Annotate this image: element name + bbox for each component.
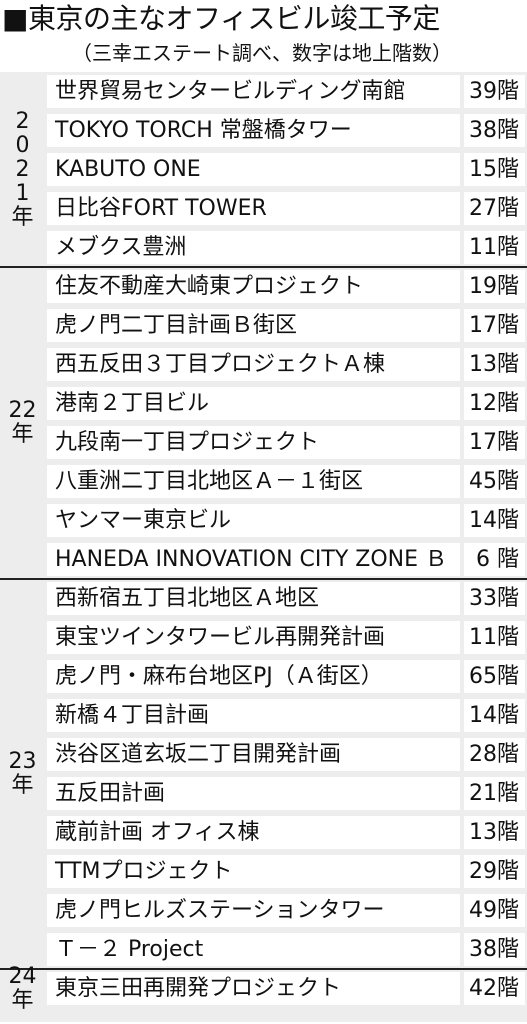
table-row: 虎ノ門ヒルズステーションタワー 49階 xyxy=(45,891,527,930)
building-name: 住友不動産大崎東プロジェクト xyxy=(47,270,460,303)
floor-count: 39階 xyxy=(464,75,525,108)
table-row: 西五反田３丁目プロジェクトＡ棟 13階 xyxy=(45,345,527,384)
floor-count: 19階 xyxy=(464,270,525,303)
table-row: 西新宿五丁目北地区Ａ地区 33階 xyxy=(45,579,527,618)
building-name: 渋谷区道玄坂二丁目開発計画 xyxy=(47,738,460,771)
year-group: 24 年東京三田再開発プロジェクト 42階 xyxy=(0,964,527,1012)
floor-count: 13階 xyxy=(464,348,525,381)
floor-count: 29階 xyxy=(464,855,525,888)
year-label-text: 23 年 xyxy=(8,749,37,798)
table-row: 日比谷FORT TOWER 27階 xyxy=(45,189,527,228)
table-row: KABUTO ONE 15階 xyxy=(45,150,527,189)
building-name: 世界貿易センタービルディング南館 xyxy=(47,75,460,108)
building-name: 五反田計画 xyxy=(47,777,460,810)
building-name: Ｔ－２ Project xyxy=(47,933,460,966)
table-row: 虎ノ門・麻布台地区PJ（Ａ街区） 65階 xyxy=(45,657,527,696)
building-name: 虎ノ門二丁目計画Ｂ街区 xyxy=(47,309,460,342)
building-name: 東宝ツインタワービル再開発計画 xyxy=(47,621,460,654)
table-row: 東京三田再開発プロジェクト 42階 xyxy=(45,969,527,1008)
completion-table: 2 0 2 1 年世界貿易センタービルディング南館 39階 TOKYO TORCH … xyxy=(0,72,527,1022)
table-row: 渋谷区道玄坂二丁目開発計画 28階 xyxy=(45,735,527,774)
floor-count: 6 階 xyxy=(464,543,525,576)
floor-count: 11階 xyxy=(464,231,525,264)
floor-count: 13階 xyxy=(464,816,525,849)
page-title: ■東京の主なオフィスビル竣工予定 xyxy=(2,2,440,35)
year-label: 2 0 2 1 年 xyxy=(0,72,45,267)
building-name: 新橋４丁目計画 xyxy=(47,699,460,732)
year-label-text: 2 0 2 1 年 xyxy=(11,108,34,230)
floor-count: 42階 xyxy=(464,972,525,1005)
floor-count: 33階 xyxy=(464,582,525,615)
building-name: TTMプロジェクト xyxy=(47,855,460,888)
year-label-text: 22 年 xyxy=(8,398,37,447)
table-row: TOKYO TORCH 常盤橋タワー 38階 xyxy=(45,111,527,150)
table-row: 蔵前計画 オフィス棟 13階 xyxy=(45,813,527,852)
year-label: 22 年 xyxy=(0,267,45,579)
table-row: ヤンマー東京ビル 14階 xyxy=(45,501,527,540)
building-name: 西新宿五丁目北地区Ａ地区 xyxy=(47,582,460,615)
year-group: 22 年住友不動産大崎東プロジェクト 19階 虎ノ門二丁目計画Ｂ街区 17階 西五反田３… xyxy=(0,267,527,579)
group-separator xyxy=(0,578,527,580)
year-group: 2 0 2 1 年世界貿易センタービルディング南館 39階 TOKYO TORCH … xyxy=(0,72,527,267)
floor-count: 17階 xyxy=(464,426,525,459)
table-row: 東宝ツインタワービル再開発計画 11階 xyxy=(45,618,527,657)
table-row: 世界貿易センタービルディング南館 39階 xyxy=(45,72,527,111)
building-name: 蔵前計画 オフィス棟 xyxy=(47,816,460,849)
floor-count: 38階 xyxy=(464,933,525,966)
table-row: 港南２丁目ビル 12階 xyxy=(45,384,527,423)
floor-count: 27階 xyxy=(464,192,525,225)
floor-count: 28階 xyxy=(464,738,525,771)
floor-count: 21階 xyxy=(464,777,525,810)
building-name: TOKYO TORCH 常盤橋タワー xyxy=(47,114,460,147)
group-separator xyxy=(0,266,527,268)
year-label: 23 年 xyxy=(0,579,45,969)
building-name: KABUTO ONE xyxy=(47,153,460,186)
building-name: メブクス豊洲 xyxy=(47,231,460,264)
table-row: 住友不動産大崎東プロジェクト 19階 xyxy=(45,267,527,306)
floor-count: 45階 xyxy=(464,465,525,498)
building-name: 日比谷FORT TOWER xyxy=(47,192,460,225)
building-name: 虎ノ門・麻布台地区PJ（Ａ街区） xyxy=(47,660,460,693)
building-name: 九段南一丁目プロジェクト xyxy=(47,426,460,459)
floor-count: 38階 xyxy=(464,114,525,147)
table-row: TTMプロジェクト 29階 xyxy=(45,852,527,891)
building-name: HANEDA INNOVATION CITY ZONE Ｂ xyxy=(47,543,460,576)
floor-count: 14階 xyxy=(464,504,525,537)
table-row: メブクス豊洲 11階 xyxy=(45,228,527,267)
building-name: 西五反田３丁目プロジェクトＡ棟 xyxy=(47,348,460,381)
table-row: 虎ノ門二丁目計画Ｂ街区 17階 xyxy=(45,306,527,345)
floor-count: 15階 xyxy=(464,153,525,186)
table-row: 八重洲二丁目北地区Ａ－１街区 45階 xyxy=(45,462,527,501)
floor-count: 12階 xyxy=(464,387,525,420)
group-separator xyxy=(0,968,527,970)
year-group: 23 年西新宿五丁目北地区Ａ地区 33階 東宝ツインタワービル再開発計画 11階 虎ノ門… xyxy=(0,579,527,969)
building-name: ヤンマー東京ビル xyxy=(47,504,460,537)
building-name: 八重洲二丁目北地区Ａ－１街区 xyxy=(47,465,460,498)
floor-count: 17階 xyxy=(464,309,525,342)
building-name: 港南２丁目ビル xyxy=(47,387,460,420)
building-name: 東京三田再開発プロジェクト xyxy=(47,972,460,1005)
year-label-text: 24 年 xyxy=(8,963,37,1013)
floor-count: 49階 xyxy=(464,894,525,927)
floor-count: 11階 xyxy=(464,621,525,654)
table-row: 九段南一丁目プロジェクト 17階 xyxy=(45,423,527,462)
floor-count: 14階 xyxy=(464,699,525,732)
table-row: 新橋４丁目計画 14階 xyxy=(45,696,527,735)
building-name: 虎ノ門ヒルズステーションタワー xyxy=(47,894,460,927)
table-row: Ｔ－２ Project 38階 xyxy=(45,930,527,969)
page-subtitle: （三幸エステート調べ、数字は地上階数） xyxy=(72,41,452,65)
table-row: 五反田計画 21階 xyxy=(45,774,527,813)
year-label: 24 年 xyxy=(0,964,45,1012)
floor-count: 65階 xyxy=(464,660,525,693)
